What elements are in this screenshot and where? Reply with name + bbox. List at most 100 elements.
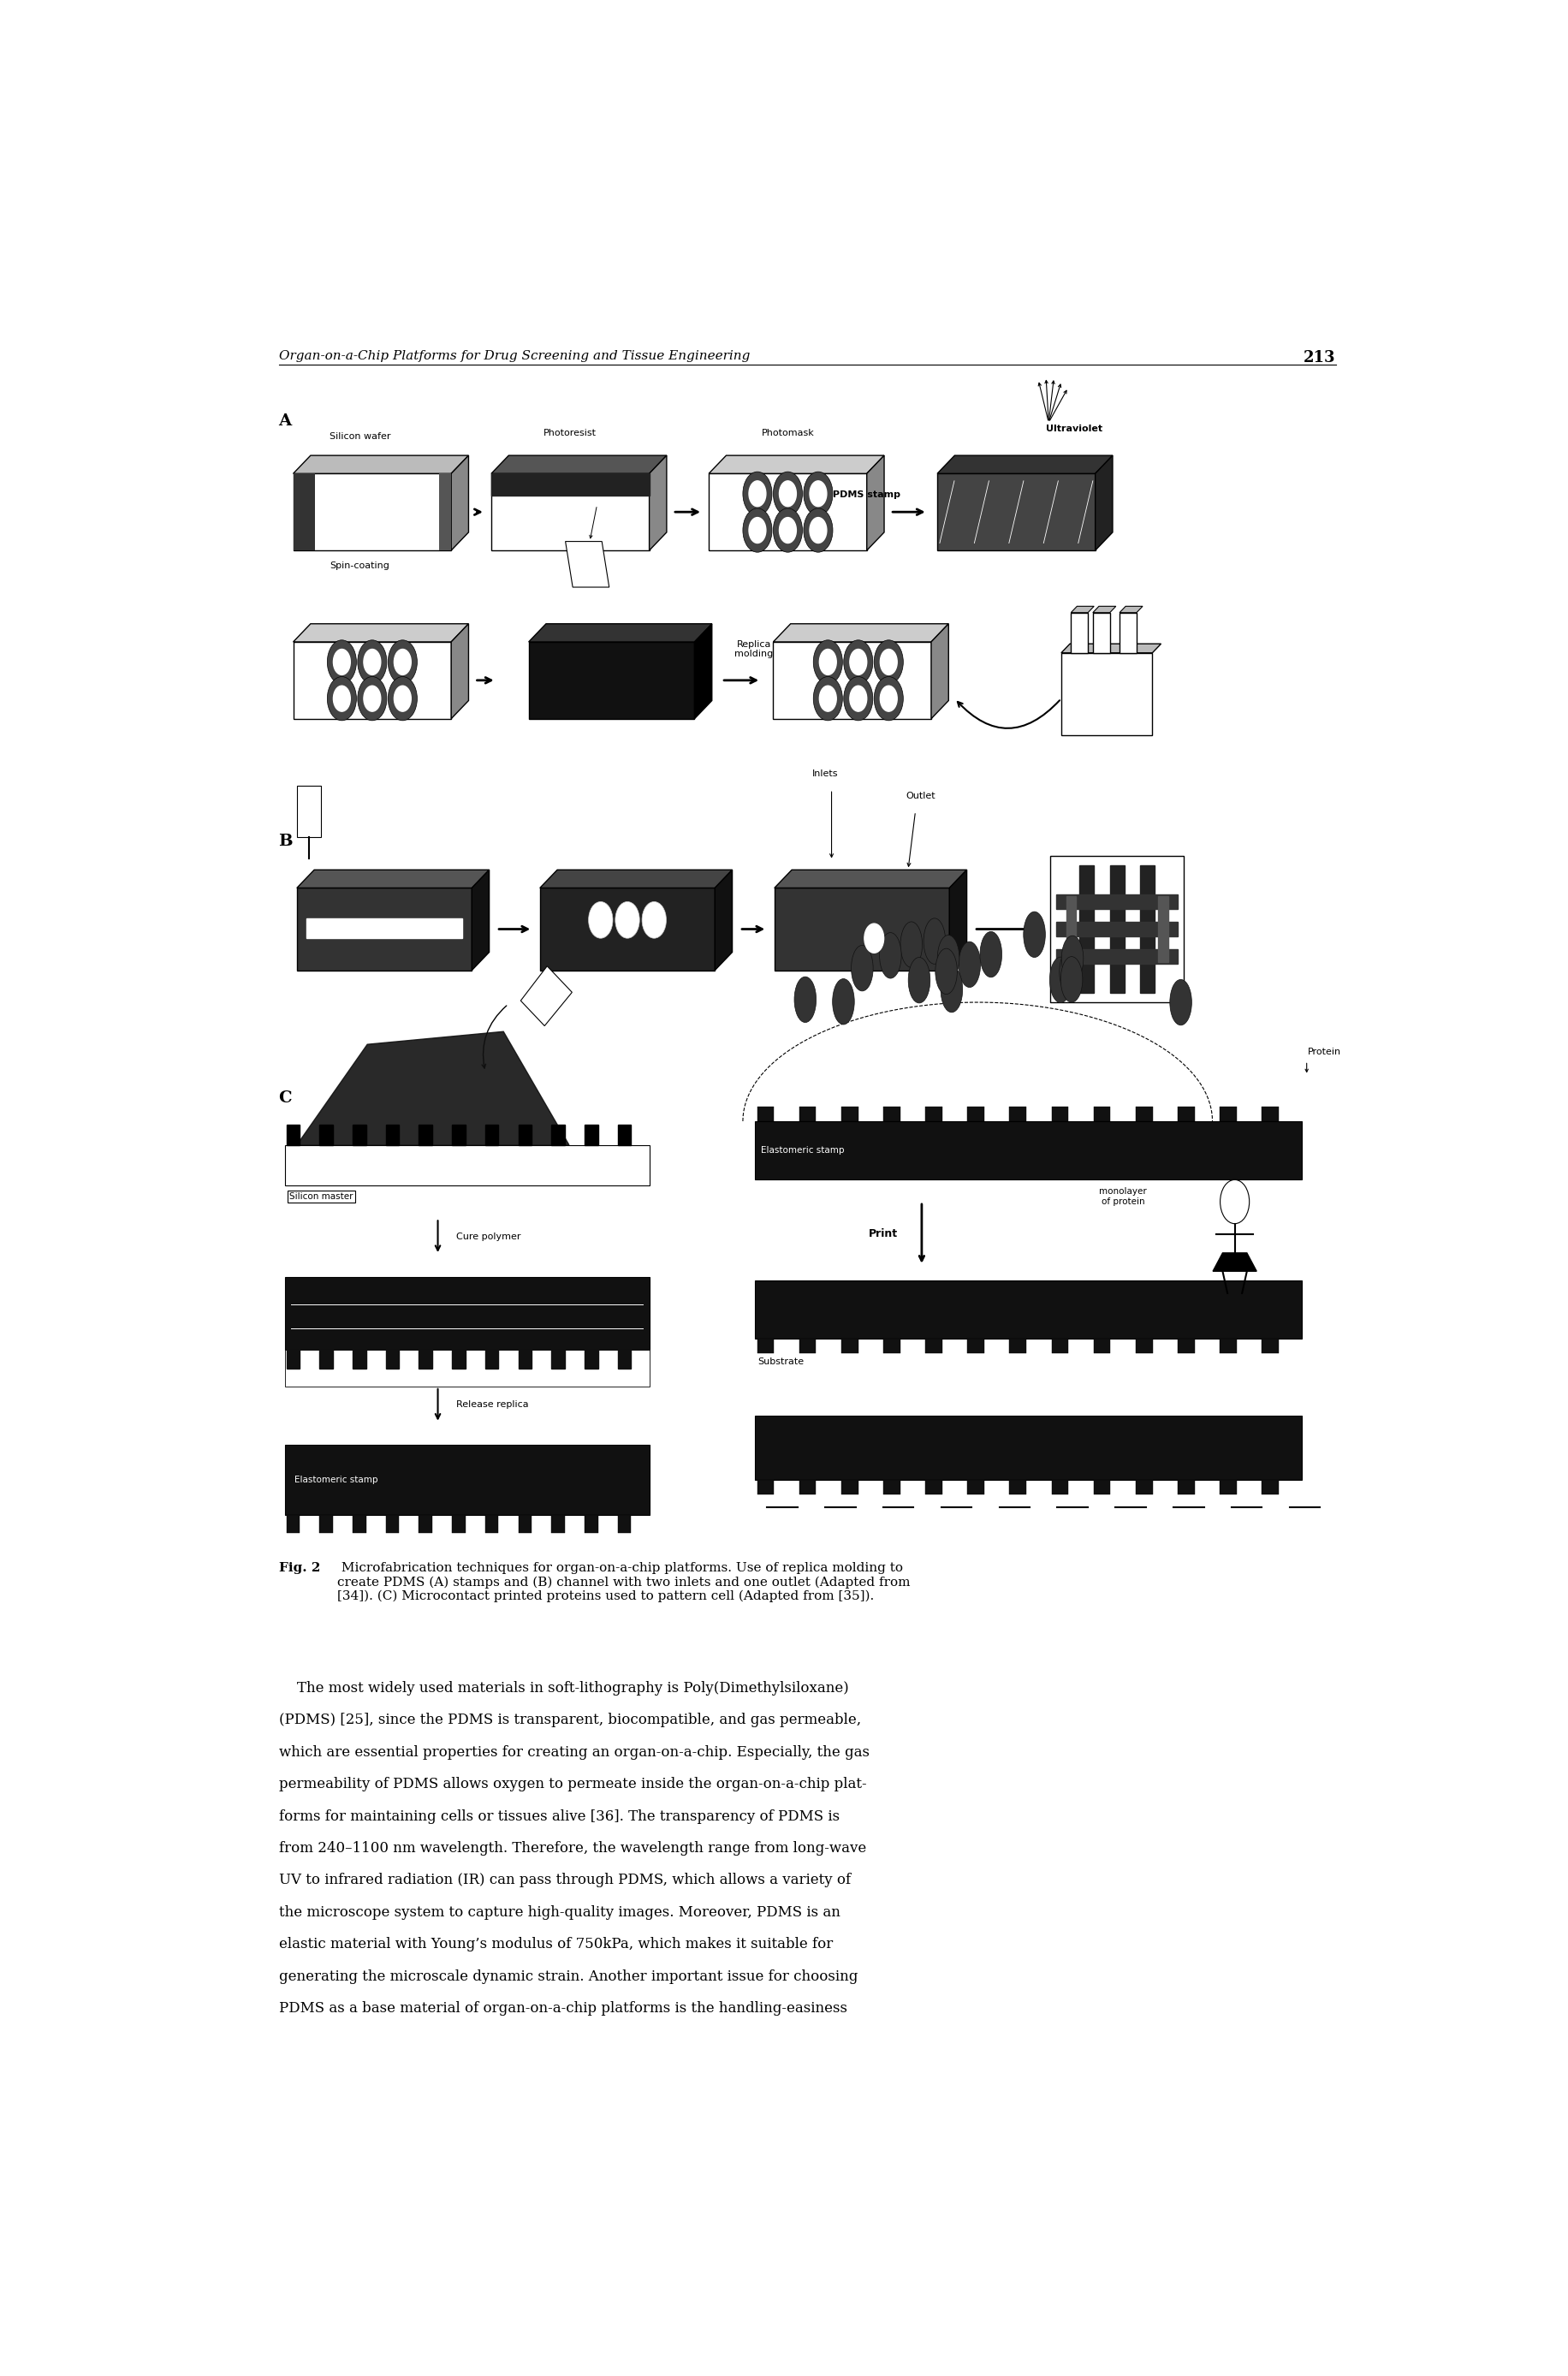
Polygon shape [1062, 653, 1152, 734]
Circle shape [615, 901, 640, 939]
Polygon shape [1140, 865, 1154, 993]
Polygon shape [320, 1350, 332, 1369]
Polygon shape [840, 1340, 858, 1354]
Polygon shape [386, 1514, 398, 1533]
Polygon shape [757, 1107, 775, 1121]
Ellipse shape [833, 979, 855, 1024]
Text: Organ-on-a-Chip Platforms for Drug Screening and Tissue Engineering: Organ-on-a-Chip Platforms for Drug Scree… [279, 349, 750, 361]
Polygon shape [485, 1124, 499, 1145]
Text: generating the microscale dynamic strain. Another important issue for choosing: generating the microscale dynamic strain… [279, 1970, 858, 1984]
Circle shape [328, 639, 356, 684]
Circle shape [844, 639, 873, 684]
Polygon shape [840, 1107, 858, 1121]
Circle shape [814, 639, 842, 684]
Circle shape [820, 649, 836, 675]
Text: Inlets: Inlets [812, 770, 839, 779]
Circle shape [641, 901, 666, 939]
Ellipse shape [958, 941, 980, 988]
Polygon shape [419, 1514, 433, 1533]
Polygon shape [800, 1107, 815, 1121]
Polygon shape [439, 473, 452, 551]
Polygon shape [1220, 1107, 1237, 1121]
Text: Ultraviolet: Ultraviolet [1046, 425, 1102, 432]
Polygon shape [756, 1281, 1301, 1340]
Polygon shape [528, 625, 712, 642]
Polygon shape [756, 1416, 1301, 1480]
Polygon shape [1071, 606, 1094, 613]
Polygon shape [585, 1350, 597, 1369]
Polygon shape [1159, 896, 1168, 962]
Polygon shape [1071, 613, 1088, 653]
Text: monolayer
of protein: monolayer of protein [1099, 1188, 1146, 1205]
Polygon shape [925, 1107, 942, 1121]
Circle shape [880, 649, 897, 675]
Polygon shape [649, 456, 666, 551]
Polygon shape [585, 1514, 597, 1533]
Polygon shape [287, 1514, 299, 1533]
Polygon shape [452, 456, 469, 551]
Polygon shape [287, 1124, 299, 1145]
Ellipse shape [880, 934, 902, 979]
Text: Liquid
prepolymer: Liquid prepolymer [368, 1081, 420, 1100]
Text: permeability of PDMS allows oxygen to permeate inside the organ-on-a-chip plat-: permeability of PDMS allows oxygen to pe… [279, 1777, 866, 1792]
Text: Silicon master: Silicon master [290, 1193, 353, 1202]
Ellipse shape [941, 967, 963, 1012]
Circle shape [864, 924, 884, 953]
Polygon shape [539, 889, 715, 969]
Circle shape [873, 677, 903, 720]
Polygon shape [1110, 865, 1124, 993]
Polygon shape [1093, 1107, 1110, 1121]
Polygon shape [1120, 613, 1137, 653]
Polygon shape [695, 625, 712, 718]
Polygon shape [1178, 1480, 1195, 1495]
Circle shape [328, 677, 356, 720]
Polygon shape [472, 870, 489, 969]
Polygon shape [931, 625, 949, 718]
Polygon shape [353, 1350, 365, 1369]
Text: Fig. 2: Fig. 2 [279, 1561, 320, 1575]
Text: the microscope system to capture high-quality images. Moreover, PDMS is an: the microscope system to capture high-qu… [279, 1906, 840, 1920]
Polygon shape [938, 456, 1113, 473]
Text: Substrate: Substrate [757, 1357, 804, 1366]
Polygon shape [775, 870, 967, 889]
Polygon shape [386, 1350, 398, 1369]
Polygon shape [320, 1514, 332, 1533]
Polygon shape [293, 473, 315, 551]
Polygon shape [773, 625, 949, 642]
Text: PDMS as a base material of organ-on-a-chip platforms is the handling-easiness: PDMS as a base material of organ-on-a-ch… [279, 2001, 847, 2015]
Polygon shape [287, 1350, 299, 1369]
Polygon shape [585, 1124, 597, 1145]
Polygon shape [285, 1145, 649, 1186]
Polygon shape [386, 1124, 398, 1145]
Circle shape [750, 518, 765, 544]
Polygon shape [419, 1350, 433, 1369]
Circle shape [358, 677, 387, 720]
Polygon shape [419, 1124, 433, 1145]
Polygon shape [519, 1514, 532, 1533]
Polygon shape [296, 870, 489, 889]
Circle shape [387, 677, 417, 720]
Polygon shape [491, 473, 649, 497]
Polygon shape [1010, 1107, 1027, 1121]
Text: Elastomeric stamp: Elastomeric stamp [760, 1145, 845, 1155]
Text: PDMS stamp: PDMS stamp [833, 492, 900, 499]
Polygon shape [296, 786, 321, 836]
Polygon shape [709, 473, 867, 551]
Text: forms for maintaining cells or tissues alive [36]. The transparency of PDMS is: forms for maintaining cells or tissues a… [279, 1808, 839, 1825]
Ellipse shape [1170, 979, 1192, 1024]
Polygon shape [1093, 1480, 1110, 1495]
Polygon shape [1057, 893, 1178, 910]
Polygon shape [452, 1124, 466, 1145]
Circle shape [850, 687, 867, 710]
Circle shape [743, 473, 771, 516]
Polygon shape [293, 642, 452, 718]
Polygon shape [967, 1107, 985, 1121]
Polygon shape [1093, 613, 1110, 653]
Text: C: C [279, 1091, 292, 1105]
Polygon shape [1051, 855, 1184, 1003]
Polygon shape [1057, 922, 1178, 936]
Circle shape [387, 639, 417, 684]
Polygon shape [618, 1514, 630, 1533]
Polygon shape [967, 1340, 985, 1354]
Polygon shape [618, 1124, 630, 1145]
